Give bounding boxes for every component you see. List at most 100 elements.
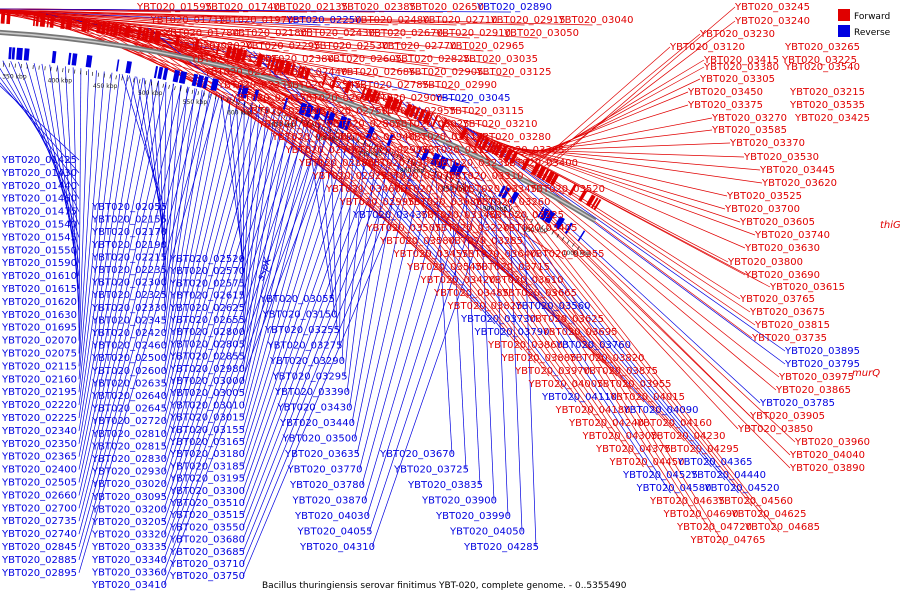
feature-label[interactable]: YBT020_03405 bbox=[502, 223, 578, 234]
feature-label[interactable]: YBT020_02225 bbox=[1, 413, 77, 424]
feature-label[interactable]: YBT020_03455 bbox=[393, 249, 469, 260]
feature-label[interactable]: YBT020_03525 bbox=[726, 191, 802, 202]
feature-label[interactable]: YBT020_03505 bbox=[366, 223, 442, 234]
feature-label[interactable]: YBT020_03560 bbox=[515, 301, 591, 312]
feature-label[interactable]: YBT020_03145 bbox=[420, 210, 496, 221]
feature-label[interactable]: YBT020_03265 bbox=[784, 42, 860, 53]
feature-label[interactable]: YBT020_03115 bbox=[448, 106, 524, 117]
feature-label[interactable]: YBT020_03890 bbox=[789, 463, 865, 474]
gene-name-thig[interactable]: thiG bbox=[880, 220, 900, 231]
feature-label[interactable]: YBT020_03715 bbox=[474, 262, 550, 273]
feature-label[interactable]: YBT020_02115 bbox=[1, 361, 77, 372]
feature-label[interactable]: YBT020_03765 bbox=[739, 294, 815, 305]
feature-label[interactable]: YBT020_03160 bbox=[393, 184, 469, 195]
feature-label[interactable]: YBT020_02625 bbox=[169, 303, 245, 314]
feature-label[interactable]: YBT020_04685 bbox=[744, 522, 820, 533]
feature-label[interactable]: YBT020_02845 bbox=[1, 542, 77, 553]
feature-label[interactable]: YBT020_04690 bbox=[663, 509, 739, 520]
feature-label[interactable]: YBT020_02460 bbox=[91, 341, 167, 352]
feature-label[interactable]: YBT020_01425 bbox=[1, 155, 77, 166]
feature-label[interactable]: YBT020_02650 bbox=[408, 2, 484, 13]
feature-label[interactable]: YBT020_02600 bbox=[91, 366, 167, 377]
feature-label[interactable]: YBT020_02120 bbox=[190, 54, 266, 65]
feature-label[interactable]: YBT020_02800 bbox=[169, 327, 245, 338]
feature-label[interactable]: YBT020_03015 bbox=[169, 413, 245, 424]
feature-label[interactable]: YBT020_03585 bbox=[711, 125, 787, 136]
feature-label[interactable]: YBT020_03095 bbox=[91, 492, 167, 503]
feature-label[interactable]: YBT020_04305 bbox=[582, 431, 658, 442]
feature-label[interactable]: YBT020_03895 bbox=[784, 346, 860, 357]
feature-label[interactable]: YBT020_03030 bbox=[366, 158, 442, 169]
feature-label[interactable]: YBT020_03430 bbox=[277, 403, 353, 414]
gene-name-murq[interactable]: murQ bbox=[852, 368, 880, 379]
feature-label[interactable]: YBT020_01620 bbox=[1, 297, 77, 308]
feature-label[interactable]: YBT020_02735 bbox=[1, 516, 77, 527]
feature-label[interactable]: YBT020_03670 bbox=[379, 449, 455, 460]
feature-label[interactable]: YBT020_03025 bbox=[394, 119, 470, 130]
feature-label[interactable]: YBT020_03770 bbox=[287, 465, 363, 476]
feature-label[interactable]: YBT020_02900 bbox=[367, 93, 443, 104]
feature-label[interactable]: YBT020_03605 bbox=[739, 217, 815, 228]
feature-label[interactable]: YBT020_03975 bbox=[778, 372, 854, 383]
feature-label[interactable]: YBT020_02685 bbox=[340, 67, 416, 78]
feature-label[interactable]: YBT020_03300 bbox=[169, 486, 245, 497]
feature-label[interactable]: YBT020_03235 bbox=[434, 158, 510, 169]
feature-label[interactable]: YBT020_04440 bbox=[690, 470, 766, 481]
feature-label[interactable]: YBT020_02155 bbox=[91, 215, 167, 226]
feature-label[interactable]: YBT020_02220 bbox=[1, 400, 77, 411]
feature-label[interactable]: YBT020_03530 bbox=[743, 152, 819, 163]
feature-label[interactable]: YBT020_03725 bbox=[393, 465, 469, 476]
feature-label[interactable]: YBT020_02135 bbox=[272, 2, 348, 13]
feature-label[interactable]: YBT020_02075 bbox=[1, 349, 77, 360]
feature-label[interactable]: YBT020_02325 bbox=[91, 290, 167, 301]
feature-label[interactable]: YBT020_02615 bbox=[169, 291, 245, 302]
feature-label[interactable]: YBT020_04310 bbox=[299, 542, 375, 553]
feature-label[interactable]: YBT020_02965 bbox=[449, 41, 525, 52]
feature-label[interactable]: YBT020_03355 bbox=[529, 249, 605, 260]
feature-label[interactable]: YBT020_02295 bbox=[245, 41, 321, 52]
feature-label[interactable]: YBT020_02655 bbox=[169, 315, 245, 326]
feature-label[interactable]: YBT020_03040 bbox=[558, 15, 634, 26]
feature-label[interactable]: YBT020_03275 bbox=[267, 341, 343, 352]
feature-label[interactable]: YBT020_04765 bbox=[690, 535, 766, 546]
feature-label[interactable]: YBT020_03485 bbox=[433, 288, 509, 299]
feature-label[interactable]: YBT020_03305 bbox=[699, 74, 775, 85]
feature-label[interactable]: YBT020_03180 bbox=[169, 449, 245, 460]
feature-label[interactable]: YBT020_02740 bbox=[1, 529, 77, 540]
feature-label[interactable]: YBT020_03500 bbox=[282, 434, 358, 445]
feature-label[interactable]: YBT020_03825 bbox=[447, 301, 523, 312]
feature-label[interactable]: YBT020_03615 bbox=[769, 282, 845, 293]
feature-label[interactable]: YBT020_02930 bbox=[91, 467, 167, 478]
feature-label[interactable]: YBT020_04365 bbox=[677, 457, 753, 468]
feature-label[interactable]: YBT020_01780 bbox=[163, 28, 239, 39]
feature-label[interactable]: YBT020_03310 bbox=[448, 171, 524, 182]
feature-label[interactable]: YBT020_02855 bbox=[169, 352, 245, 363]
feature-label[interactable]: YBT020_03050 bbox=[503, 28, 579, 39]
feature-label[interactable]: YBT020_02905 bbox=[408, 67, 484, 78]
feature-label[interactable]: YBT020_04285 bbox=[463, 542, 539, 553]
feature-label[interactable]: YBT020_03365 bbox=[489, 145, 565, 156]
feature-label[interactable]: YBT020_04030 bbox=[294, 511, 370, 522]
feature-label[interactable]: YBT020_03960 bbox=[794, 437, 870, 448]
feature-label[interactable]: YBT020_02635 bbox=[91, 378, 167, 389]
feature-label[interactable]: YBT020_04580 bbox=[636, 483, 712, 494]
feature-label[interactable]: YBT020_01430 bbox=[1, 168, 77, 179]
feature-label[interactable]: YBT020_03000 bbox=[169, 376, 245, 387]
feature-label[interactable]: YBT020_02340 bbox=[1, 426, 77, 437]
feature-label[interactable]: YBT020_03460 bbox=[325, 184, 401, 195]
feature-label[interactable]: YBT020_04295 bbox=[663, 444, 739, 455]
feature-label[interactable]: YBT020_01740 bbox=[204, 2, 280, 13]
feature-label[interactable]: YBT020_03750 bbox=[169, 571, 245, 582]
feature-label[interactable]: YBT020_03610 bbox=[488, 275, 564, 286]
feature-label[interactable]: YBT020_03340 bbox=[91, 555, 167, 566]
feature-label[interactable]: YBT020_03240 bbox=[734, 16, 810, 27]
feature-label[interactable]: YBT020_02545 bbox=[285, 80, 361, 91]
feature-label[interactable]: YBT020_03730 bbox=[460, 314, 536, 325]
feature-label[interactable]: YBT020_03685 bbox=[169, 547, 245, 558]
feature-label[interactable]: YBT020_02895 bbox=[1, 568, 77, 579]
feature-label[interactable]: YBT020_01590 bbox=[1, 258, 77, 269]
feature-label[interactable]: YBT020_02925 bbox=[312, 171, 388, 182]
feature-label[interactable]: YBT020_02505 bbox=[1, 478, 77, 489]
feature-label[interactable]: YBT020_03410 bbox=[91, 580, 167, 591]
feature-label[interactable]: YBT020_04180 bbox=[555, 405, 631, 416]
